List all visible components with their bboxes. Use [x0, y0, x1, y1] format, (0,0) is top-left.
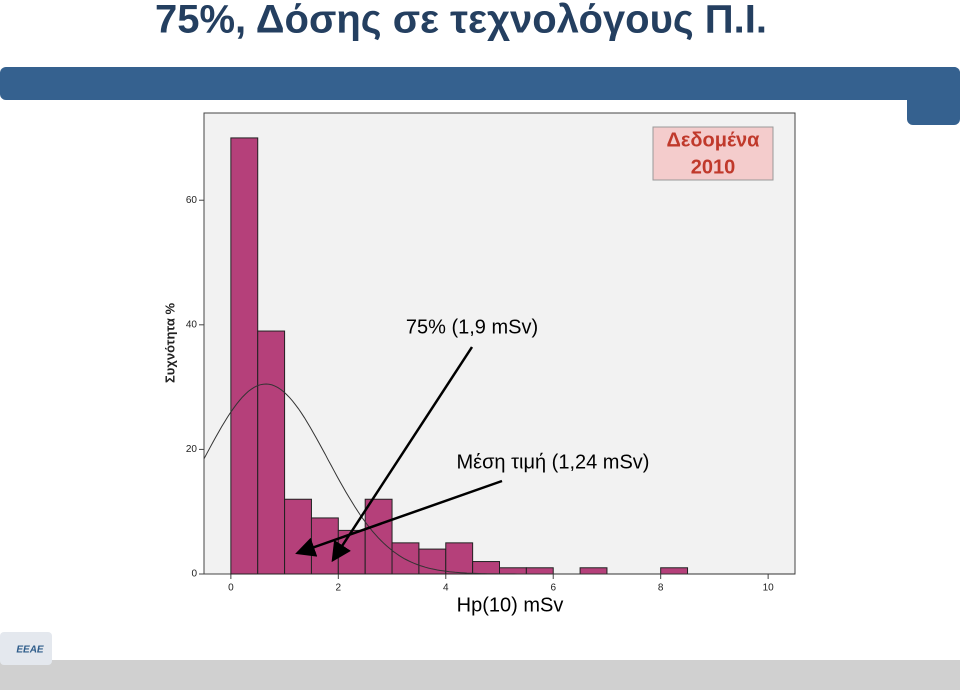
x-tick-label: 0 [228, 583, 234, 594]
x-tick-label: 2 [336, 583, 342, 594]
normal-curve [203, 383, 795, 575]
footer-band [0, 660, 960, 690]
bar [660, 567, 689, 575]
y-tick-label: 0 [191, 569, 197, 580]
logo: ΕΕΑΕ [16, 645, 44, 656]
x-tick-label: 8 [658, 583, 664, 594]
header-tab [907, 67, 960, 125]
bar [499, 567, 527, 575]
bar [230, 137, 259, 575]
plot-area [203, 112, 796, 575]
annotation-arrow [331, 346, 474, 563]
header-band [0, 67, 960, 100]
badge-text: Δεδομένα [667, 129, 761, 151]
slide-title: 75%, Δόσης σε τεχνολόγους Π.Ι. [155, 0, 767, 42]
annotation: 75% (1,9 mSv) [406, 316, 538, 338]
bar [579, 567, 608, 575]
bar [257, 330, 286, 575]
badge [652, 126, 774, 181]
image-top [135, 100, 808, 110]
y-tick-label: 60 [186, 195, 198, 206]
bar [472, 561, 500, 575]
y-tick-label: 40 [186, 319, 198, 330]
x-axis-label: Hp(10) mSv [457, 594, 564, 616]
x-tick-label: 10 [763, 583, 775, 594]
logo-box [0, 632, 52, 665]
annotation-arrow [295, 479, 503, 557]
bar [445, 542, 474, 575]
bar [364, 498, 393, 575]
x-tick-label: 6 [550, 583, 556, 594]
y-axis-label: Συχνότητα % [162, 303, 177, 383]
x-tick-label: 4 [443, 583, 449, 594]
badge-year: 2010 [691, 156, 736, 178]
annotation: Μέση τιμή (1,24 mSv) [457, 451, 650, 473]
bar [284, 498, 312, 575]
y-tick-label: 20 [186, 444, 198, 455]
bar [391, 542, 420, 575]
bar [525, 567, 554, 575]
